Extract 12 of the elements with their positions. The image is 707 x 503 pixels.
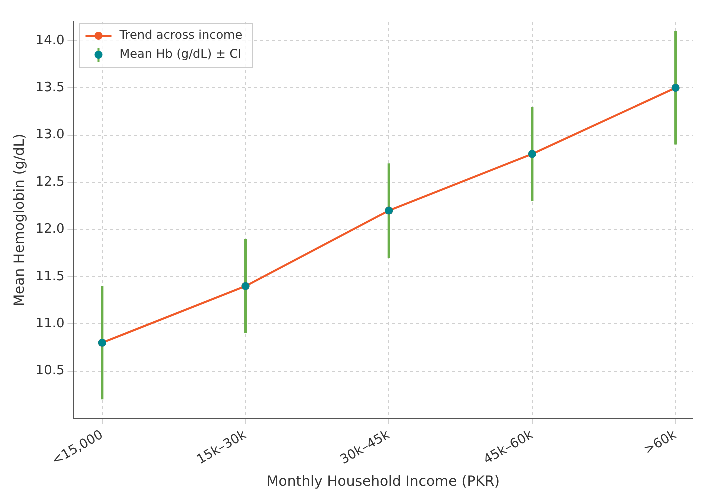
- y-tick-label: 11.5: [36, 269, 65, 284]
- y-tick-label: 12.5: [36, 174, 65, 190]
- y-tick-label: 11.0: [36, 316, 65, 332]
- y-tick-label: 13.5: [36, 80, 65, 96]
- x-axis-title: Monthly Household Income (PKR): [266, 474, 500, 490]
- legend-label: Trend across income: [118, 28, 243, 42]
- y-tick-label: 13.0: [36, 128, 65, 143]
- y-tick-label: 14.0: [36, 33, 65, 48]
- y-axis-title: Mean Hemoglobin (g/dL): [12, 134, 28, 307]
- y-tick-label: 12.0: [36, 222, 65, 238]
- y-tick-label: 10.5: [36, 364, 65, 379]
- legend-label: Mean Hb (g/dL) ± CI: [120, 47, 242, 62]
